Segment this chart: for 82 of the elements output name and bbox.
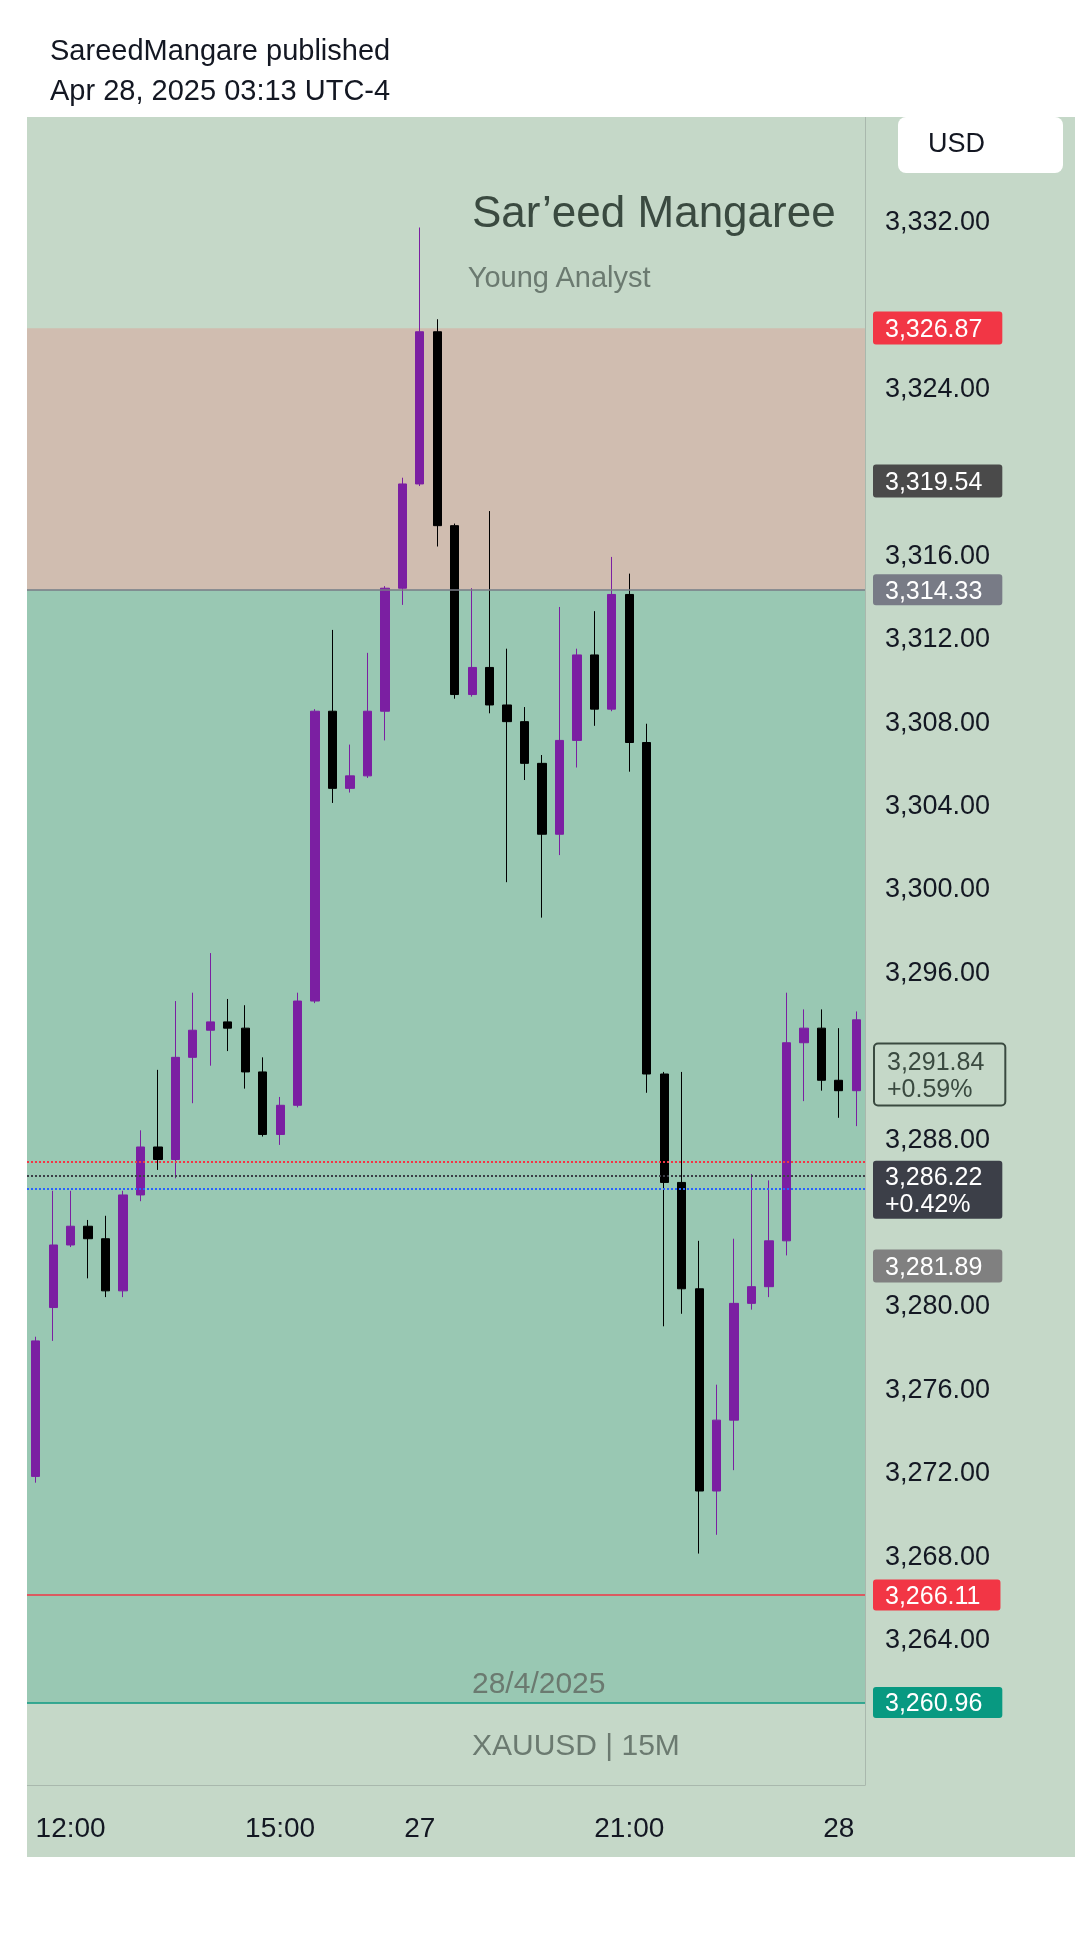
candlestick [415, 227, 424, 487]
y-axis-title: USD [928, 127, 986, 158]
candlestick [49, 1190, 58, 1342]
candlestick [852, 1010, 861, 1127]
y-tick-label: 3,264.00 [885, 1624, 991, 1655]
candlestick [695, 1240, 704, 1555]
candlestick [555, 606, 564, 856]
text: 3,319.54 [885, 467, 983, 495]
candlestick [782, 992, 791, 1256]
y-tick-label: 3,280.00 [885, 1290, 991, 1321]
annotation: XAUUSD | 15M [471, 1727, 680, 1761]
candlestick [607, 556, 616, 712]
x-tick-label: 12:00 [35, 1811, 106, 1843]
x-tick-label: 15:00 [245, 1811, 316, 1843]
x-tick-label: 27 [404, 1811, 436, 1843]
y-tick-label: 3,316.00 [885, 539, 991, 570]
candlestick [433, 318, 442, 548]
candlestick [241, 1004, 250, 1090]
candlestick [590, 610, 599, 727]
annotation: Sar’eed Mangaree [471, 186, 836, 236]
chart-title: SareedMangare published [50, 33, 391, 68]
candlestick [136, 1129, 145, 1202]
candlestick [223, 998, 232, 1052]
ref-line-label: 3,266.11 [885, 1581, 981, 1610]
candlestick [572, 648, 582, 769]
candlestick [118, 1190, 128, 1298]
y-tick-label: 3,272.00 [885, 1457, 991, 1488]
y-tick-label: 3,276.00 [885, 1373, 991, 1404]
candlestick [729, 1238, 739, 1471]
chart-subtitle: Apr 28, 2025 03:13 UTC-4 [50, 73, 391, 108]
candlestick [206, 952, 215, 1067]
candlestick [66, 1190, 75, 1248]
candlestick [171, 1000, 180, 1179]
candlestick [712, 1384, 721, 1536]
candlestick [328, 629, 337, 804]
candlestick [642, 723, 651, 1094]
candlestick [468, 587, 477, 698]
candlestick [764, 1179, 774, 1298]
ref-line-label: 3,260.96 [885, 1688, 983, 1717]
candlestick [83, 1219, 93, 1279]
y-tick-label: 3,288.00 [885, 1123, 991, 1154]
candlestick [153, 1069, 163, 1171]
candlestick [817, 1008, 826, 1092]
candlestick [310, 708, 320, 1004]
y-tick-label: 3,296.00 [885, 956, 991, 987]
candlestick [520, 706, 529, 781]
y-tick-label: 3,268.00 [885, 1540, 991, 1571]
annotation: 28/4/2025 [472, 1665, 606, 1699]
candlestick [101, 1215, 110, 1298]
y-tick-label: 3,308.00 [885, 706, 991, 737]
candlestick [188, 992, 197, 1104]
candlestick [625, 573, 634, 773]
text: 3,326.87 [885, 314, 983, 342]
ref-line-label: 3,314.33 [885, 575, 983, 604]
x-tick-label: 21:00 [594, 1811, 665, 1843]
candlestick [834, 1027, 843, 1119]
candlestick [677, 1071, 686, 1315]
candlestick [276, 1096, 285, 1146]
candlestick [799, 1008, 809, 1102]
y-tick-label: 3,300.00 [885, 873, 991, 904]
candlestick [660, 1071, 669, 1327]
text: 3,291.84 +0.59% [887, 1047, 985, 1102]
candlestick [258, 1056, 267, 1138]
candlestick [398, 477, 407, 606]
y-tick-label: 3,332.00 [885, 206, 991, 237]
candlestick [380, 585, 390, 741]
y-tick-label: 3,312.00 [885, 623, 991, 654]
annotation: Young Analyst [467, 260, 651, 293]
ref-line-label: 3,286.22 +0.42% [885, 1162, 983, 1218]
candlestick [485, 510, 494, 714]
candlestick [502, 648, 512, 883]
x-tick-label: 28 [823, 1811, 855, 1843]
y-tick-label: 3,324.00 [885, 373, 991, 404]
candlestick [537, 754, 547, 919]
text: 3,281.89 [885, 1252, 983, 1280]
candlestick [363, 652, 372, 779]
candlestick [450, 523, 459, 700]
candlestick [31, 1336, 40, 1484]
y-tick-label: 3,304.00 [885, 790, 991, 821]
candlestick [345, 744, 355, 794]
candlestick [747, 1173, 756, 1311]
candlestick [293, 992, 302, 1108]
